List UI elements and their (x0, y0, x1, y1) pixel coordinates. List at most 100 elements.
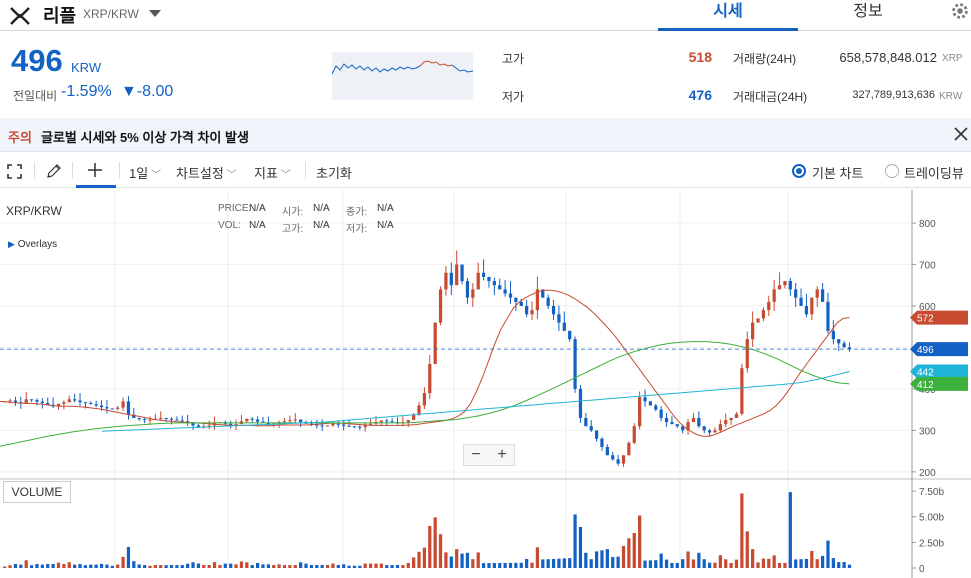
volume-bar (250, 565, 254, 568)
candle-body (94, 404, 98, 406)
crosshair-tool[interactable] (76, 153, 116, 188)
candle-body (686, 422, 690, 431)
candle-body (444, 272, 448, 290)
candle-body (412, 414, 416, 421)
volume-bar (223, 563, 227, 568)
fullscreen-icon[interactable] (7, 164, 22, 179)
volume-bar (530, 562, 534, 568)
volume-bar (772, 555, 776, 568)
price-unit: KRW (71, 60, 102, 75)
volume-bar (395, 565, 400, 568)
coin-pair[interactable]: XRP/KRW (83, 7, 139, 21)
indicators-label: 지표 (254, 166, 278, 181)
basic-chart-label[interactable]: 기본 차트 (812, 166, 864, 181)
volume-bar (105, 564, 109, 568)
zoom-in-button[interactable]: + (497, 446, 507, 463)
candle-body (627, 442, 631, 456)
chart-settings-menu[interactable]: 차트설정 ﹀ (176, 163, 237, 182)
candle-body (35, 400, 39, 402)
interval-select[interactable]: 1일 ﹀ (129, 163, 161, 182)
notice-tag: 주의 (8, 130, 32, 145)
volume-bar (159, 565, 163, 568)
volume-bar (315, 565, 319, 568)
volume-bar (465, 552, 470, 568)
volume-bar (788, 492, 792, 568)
volume-bar (471, 559, 475, 568)
tab-quote[interactable]: 시세 (658, 0, 798, 31)
volume-bar (374, 563, 378, 568)
ohlc-low-value: N/A (377, 220, 394, 231)
volume-bar (654, 560, 658, 568)
volume-bar (78, 564, 82, 568)
volume-bar (600, 550, 604, 568)
volume-bar (503, 562, 507, 568)
candle-body (336, 423, 340, 425)
candle-body (438, 289, 443, 323)
volume-bar (670, 562, 674, 568)
close-icon[interactable] (954, 127, 968, 141)
volume-bar (551, 558, 556, 568)
volume-bar (299, 562, 303, 568)
candle-body (288, 420, 292, 422)
indicators-menu[interactable]: 지표 ﹀ (254, 163, 291, 182)
volume-bar (352, 565, 357, 568)
candle-body (255, 419, 260, 422)
pencil-icon[interactable] (46, 163, 62, 179)
reset-button[interactable]: 초기화 (316, 166, 352, 181)
overlays-toggle[interactable]: ▶ Overlays (8, 239, 57, 250)
trading-view-label[interactable]: 트레이딩뷰 (904, 166, 964, 181)
volume-bar (842, 562, 846, 568)
price-summary: 496 KRW 전일대비 -1.59% ▼-8.00 고가 518 저가 476… (0, 32, 971, 118)
volume-bar (492, 563, 496, 568)
volume-bar (573, 514, 577, 568)
volume-bar (385, 565, 389, 568)
candle-body (148, 419, 152, 421)
candle-body (794, 289, 798, 298)
volume-bar (594, 551, 599, 568)
volume-toggle-button[interactable]: VOLUME (3, 481, 71, 503)
candle-body (320, 425, 324, 427)
gear-icon[interactable] (949, 0, 971, 22)
trading-view-radio[interactable] (885, 164, 899, 178)
candle-body (568, 330, 572, 340)
coin-name[interactable]: 리플 (43, 6, 77, 26)
basic-chart-radio[interactable] (792, 164, 806, 178)
tab-info[interactable]: 정보 (853, 3, 883, 20)
candle-body (164, 417, 168, 419)
chart-settings-label: 차트설정 (176, 166, 224, 181)
ohlc-close-value: N/A (377, 203, 394, 214)
candle-body (632, 426, 636, 443)
candle-body (78, 400, 82, 403)
volume-bar (729, 562, 733, 568)
price-chart-area[interactable]: 20030040050060070080057249644241202.50b5… (0, 190, 971, 578)
candle-body (815, 289, 819, 298)
volume-bar (794, 559, 798, 568)
volume-bar (557, 558, 561, 568)
volume-bar (761, 558, 766, 568)
price-tick-label: 200 (919, 468, 936, 479)
ma-mid-tag-bg (910, 376, 968, 391)
candle-body (541, 289, 545, 298)
candle-body (83, 402, 88, 404)
volume-bar (336, 565, 340, 568)
zoom-out-button[interactable]: − (471, 446, 481, 463)
candle-body (250, 418, 254, 420)
volume-bar (229, 563, 233, 568)
candle-body (116, 407, 120, 409)
volume-bar (207, 565, 211, 568)
chevron-down-icon[interactable] (148, 8, 162, 18)
volume-bar (212, 562, 217, 568)
candle-body (745, 339, 749, 369)
volume-bar (707, 562, 712, 568)
candlestick-chart[interactable]: 20030040050060070080057249644241202.50b5… (0, 190, 971, 578)
volume-bar (401, 565, 405, 568)
price-tick-label: 600 (919, 302, 936, 313)
volume-bar (137, 564, 141, 568)
volume-bar (110, 565, 114, 568)
candle-body (734, 413, 739, 418)
volume-bar (756, 562, 760, 568)
ohlc-high-value: N/A (313, 220, 330, 231)
current-price-tag: 496 (917, 345, 934, 356)
candle-body (207, 425, 211, 427)
candle-body (422, 393, 427, 406)
